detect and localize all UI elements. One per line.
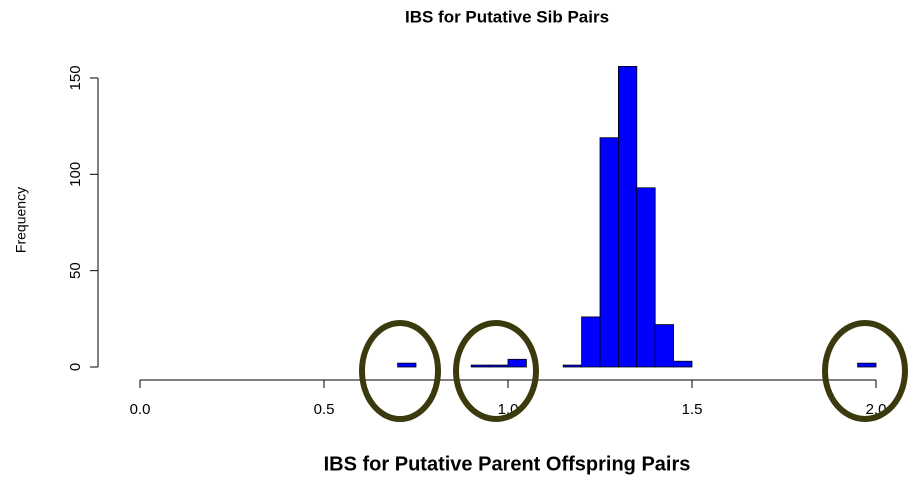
y-tick-label: 100 xyxy=(67,162,84,187)
y-tick-label: 0 xyxy=(67,363,84,371)
highlight-ellipse xyxy=(359,320,441,422)
x-axis-label: IBS for Putative Parent Offspring Pairs xyxy=(324,453,691,475)
x-tick-label: 0.0 xyxy=(130,401,151,418)
bar xyxy=(489,364,509,368)
highlight-ellipse xyxy=(822,320,908,422)
x-tick-label: 0.5 xyxy=(314,401,335,418)
bar xyxy=(673,360,693,368)
y-tick-label: 150 xyxy=(67,65,84,90)
bar xyxy=(618,66,638,368)
bar xyxy=(581,316,601,368)
annotations xyxy=(359,320,908,422)
bar xyxy=(470,364,491,368)
bar xyxy=(507,358,527,368)
x-tick-label: 1.5 xyxy=(682,401,703,418)
bar xyxy=(397,362,417,368)
highlight-ellipse xyxy=(453,320,539,422)
chart-title: IBS for Putative Sib Pairs xyxy=(405,7,609,26)
bar xyxy=(636,187,656,368)
bar xyxy=(857,362,877,368)
bar xyxy=(654,324,675,368)
bar xyxy=(599,137,619,368)
y-tick-label: 50 xyxy=(67,262,84,279)
bar xyxy=(562,364,583,368)
y-axis-label: Frequency xyxy=(13,187,29,253)
